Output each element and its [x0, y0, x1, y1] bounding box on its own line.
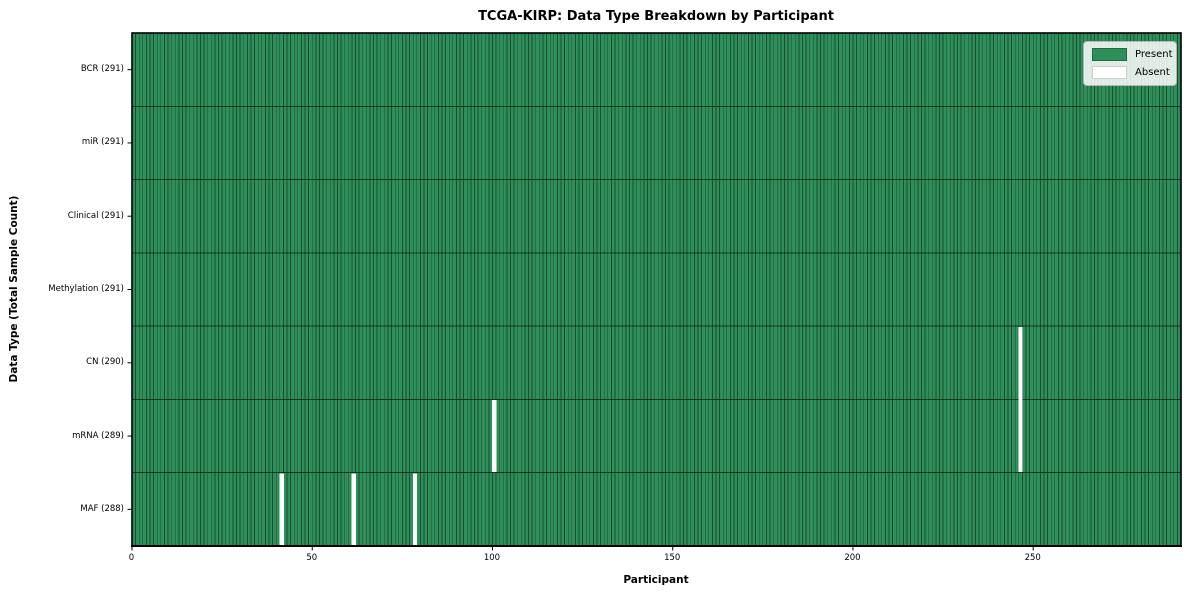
x-tick-label: 50: [306, 553, 318, 563]
x-axis-label: Participant: [623, 574, 689, 586]
y-tick-label: BCR (291): [80, 64, 124, 75]
cell-edge-grid: [131, 33, 1181, 546]
plot-area: [127, 32, 1182, 551]
y-tick-label: Clinical (291): [67, 210, 124, 221]
legend-item-absent: Absent: [1092, 66, 1170, 79]
absent-cell: [351, 473, 356, 546]
y-tick-marks: [127, 69, 132, 510]
y-tick-label: MAF (288): [80, 503, 124, 514]
x-tick-label: 150: [664, 553, 681, 563]
present-swatch-icon: [1092, 48, 1127, 61]
y-tick-label: CN (290): [86, 357, 124, 368]
y-tick-label: miR (291): [81, 137, 124, 148]
absent-cell: [278, 473, 284, 546]
y-tick-label: mRNA (289): [72, 430, 124, 441]
legend: Present Absent: [1083, 41, 1177, 86]
x-tick-label: 100: [483, 553, 501, 563]
chart-title: TCGA-KIRP: Data Type Breakdown by Partic…: [478, 9, 834, 24]
legend-item-present: Present: [1092, 48, 1173, 61]
x-tick-label: 200: [844, 553, 861, 563]
x-tick-label: 0: [128, 553, 135, 563]
absent-cell: [412, 473, 417, 546]
legend-label-present: Present: [1135, 48, 1173, 60]
row-divider-grid: [131, 105, 1181, 474]
absent-cell: [1017, 326, 1023, 473]
y-tick-label: Methylation (291): [48, 284, 124, 294]
absent-swatch-icon: [1092, 66, 1127, 79]
x-tick-label: 250: [1024, 553, 1041, 563]
x-tick-marks: [131, 546, 1034, 551]
legend-label-absent: Absent: [1135, 66, 1170, 78]
absent-cell: [491, 400, 496, 473]
heatmap-canvas: [127, 32, 1182, 551]
absent-cells: [278, 326, 1023, 546]
